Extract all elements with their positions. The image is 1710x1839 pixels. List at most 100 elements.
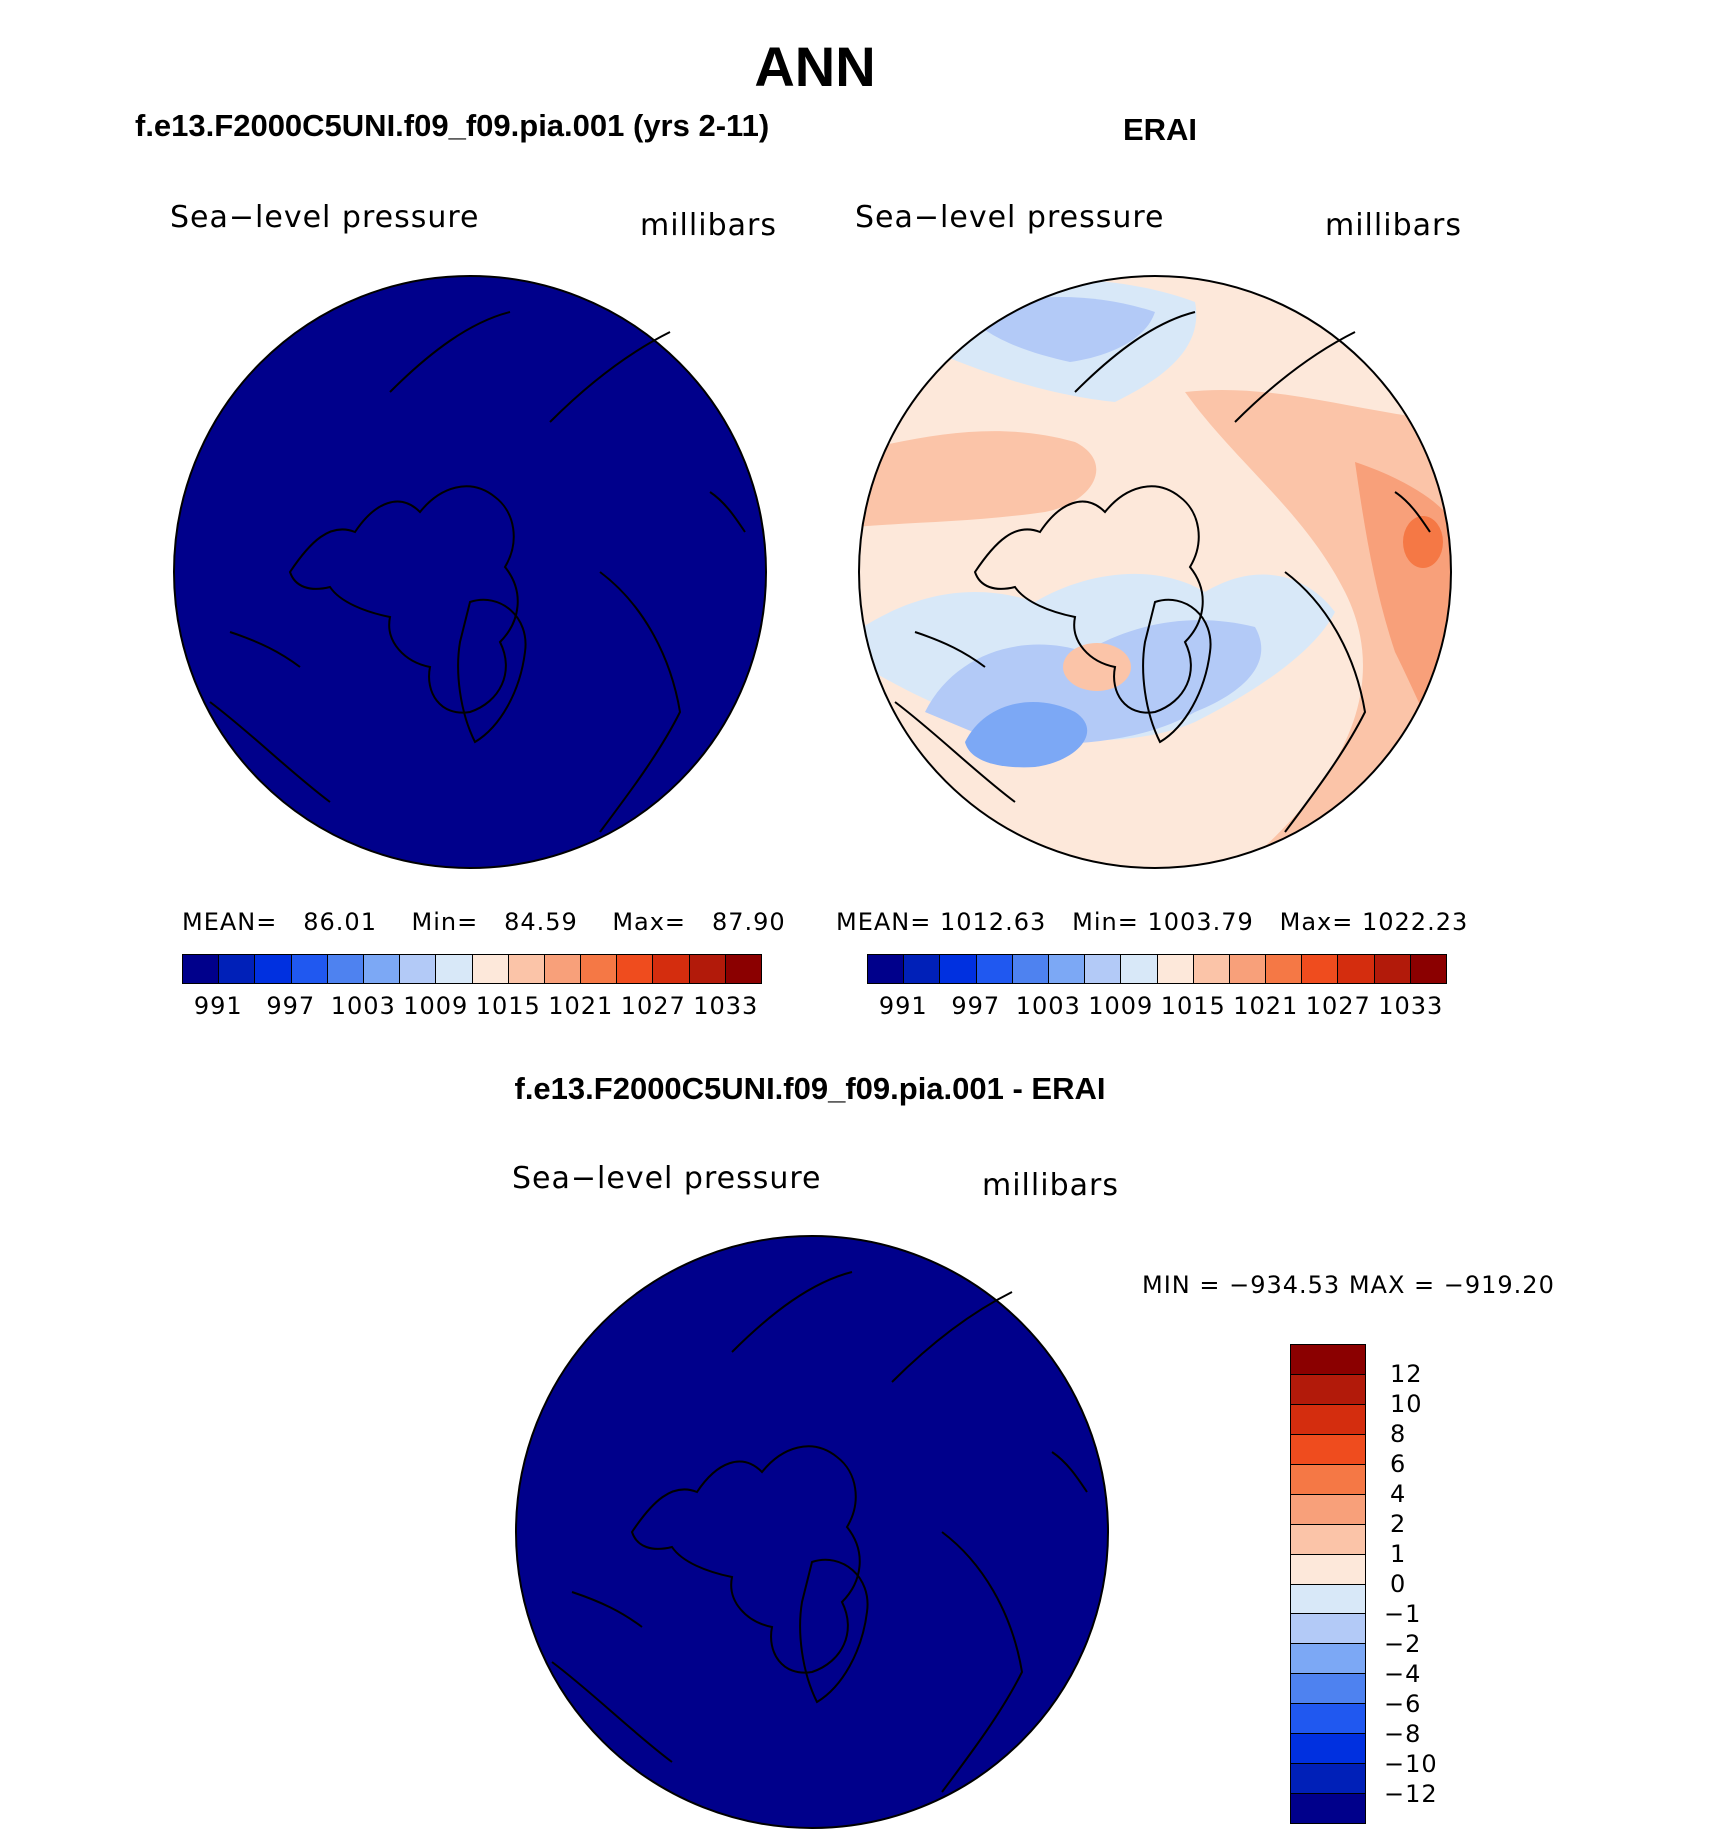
colorbar-swatch	[1291, 1434, 1365, 1465]
colorbar-swatch	[1157, 955, 1194, 983]
colorbar-swatch	[1291, 1345, 1365, 1375]
colorbar-swatch	[1048, 955, 1086, 983]
colorbar-swatch	[1291, 1614, 1365, 1645]
obs-max-value: 1022.23	[1362, 908, 1469, 936]
colorbar-tick-label: −12	[1384, 1780, 1438, 1808]
colorbar-tick-label: −6	[1384, 1690, 1422, 1718]
colorbar-tick-label: −4	[1384, 1660, 1422, 1688]
colorbar-tick-label: −8	[1384, 1720, 1422, 1748]
colorbar-swatch	[904, 955, 941, 983]
diff-colorbar	[1290, 1344, 1366, 1824]
colorbar-tick-label: 1021	[1233, 992, 1299, 1020]
obs-mean-label: MEAN=	[836, 908, 932, 936]
colorbar-swatch	[1291, 1584, 1365, 1615]
colorbar-tick-label: 1033	[693, 992, 759, 1020]
obs-min-value: 1003.79	[1147, 908, 1254, 936]
colorbar-swatch	[1291, 1494, 1365, 1525]
colorbar-swatch	[436, 955, 473, 983]
obs-min-label: Min=	[1072, 908, 1139, 936]
model-mean-label: MEAN=	[182, 908, 278, 936]
colorbar-swatch	[1291, 1404, 1365, 1435]
model-stats: MEAN= 86.01 Min= 84.59 Max= 87.90	[182, 908, 786, 936]
colorbar-swatch	[472, 955, 509, 983]
colorbar-tick-label: 1003	[1015, 992, 1081, 1020]
colorbar-swatch	[1266, 955, 1303, 983]
colorbar-tick-label: −10	[1384, 1750, 1438, 1778]
colorbar-tick-label: −2	[1384, 1630, 1422, 1658]
colorbar-tick-label: 1015	[1160, 992, 1226, 1020]
diff-coastlines	[551, 1271, 1088, 1793]
colorbar-swatch	[1302, 955, 1339, 983]
colorbar-tick-label: 12	[1390, 1360, 1423, 1388]
colorbar-tick-label: 1009	[403, 992, 469, 1020]
diff-map	[515, 1235, 1109, 1829]
colorbar-swatch	[1193, 955, 1230, 983]
model-panel-title: f.e13.F2000C5UNI.f09_f09.pia.001 (yrs 2-…	[135, 108, 770, 143]
colorbar-swatch	[1291, 1674, 1365, 1705]
model-colorbar-labels: 991 997 1003 1009 1015 1021 1027 1033	[182, 992, 762, 1022]
obs-mean-value: 1012.63	[940, 908, 1047, 936]
colorbar-swatch	[689, 955, 726, 983]
colorbar-swatch	[1291, 1764, 1365, 1795]
obs-units-label: millibars	[1325, 208, 1462, 243]
colorbar-tick-label: 10	[1390, 1390, 1423, 1418]
colorbar-tick-label: 1003	[330, 992, 396, 1020]
colorbar-tick-label: 0	[1390, 1570, 1407, 1598]
colorbar-tick-label: 1	[1390, 1540, 1407, 1568]
model-field-disc	[173, 275, 767, 869]
colorbar-swatch	[1410, 955, 1446, 983]
diff-units-label: millibars	[982, 1168, 1119, 1203]
colorbar-tick-label: 6	[1390, 1450, 1407, 1478]
model-max-value: 87.90	[711, 908, 786, 936]
diff-variable-label: Sea−level pressure	[512, 1161, 822, 1196]
obs-map-border	[858, 275, 1452, 869]
model-mean-value: 86.01	[303, 908, 377, 936]
colorbar-swatch	[1291, 1704, 1365, 1735]
colorbar-swatch	[400, 955, 437, 983]
colorbar-swatch	[1374, 955, 1411, 983]
obs-coastlines	[894, 311, 1431, 833]
colorbar-tick-label: 1009	[1088, 992, 1154, 1020]
colorbar-tick-label: 991	[193, 992, 243, 1020]
obs-variable-label: Sea−level pressure	[855, 200, 1165, 235]
colorbar-swatch	[1291, 1374, 1365, 1405]
colorbar-swatch	[1291, 1644, 1365, 1675]
colorbar-swatch	[940, 955, 977, 983]
colorbar-swatch	[1291, 1554, 1365, 1585]
obs-map	[858, 275, 1452, 869]
diff-panel-title: f.e13.F2000C5UNI.f09_f09.pia.001 - ERAI	[514, 1071, 1106, 1106]
colorbar-swatch	[544, 955, 582, 983]
colorbar-swatch	[255, 955, 292, 983]
colorbar-swatch	[1121, 955, 1158, 983]
obs-colorbar-labels: 991 997 1003 1009 1015 1021 1027 1033	[867, 992, 1447, 1022]
colorbar-tick-label: 4	[1390, 1480, 1407, 1508]
model-coastlines	[209, 311, 746, 833]
colorbar-tick-label: 997	[266, 992, 316, 1020]
colorbar-swatch	[581, 955, 618, 983]
colorbar-tick-label: 1027	[620, 992, 686, 1020]
diff-field-disc	[515, 1235, 1109, 1829]
colorbar-swatch	[219, 955, 256, 983]
diff-colorbar-labels: 12 10 8 6 4 2 1 0 −1 −2 −4 −6 −8 −10 −12	[1384, 1344, 1464, 1824]
model-max-label: Max=	[612, 908, 687, 936]
obs-stats: MEAN= 1012.63 Min= 1003.79 Max= 1022.23	[836, 908, 1468, 936]
model-units-label: millibars	[640, 208, 777, 243]
colorbar-swatch	[868, 955, 905, 983]
model-min-value: 84.59	[504, 908, 578, 936]
colorbar-swatch	[508, 955, 545, 983]
colorbar-swatch	[327, 955, 364, 983]
colorbar-swatch	[1085, 955, 1122, 983]
obs-panel-title: ERAI	[1122, 112, 1198, 147]
colorbar-swatch	[1291, 1794, 1365, 1823]
colorbar-tick-label: 1033	[1378, 992, 1444, 1020]
colorbar-tick-label: 997	[951, 992, 1001, 1020]
colorbar-swatch	[1291, 1524, 1365, 1555]
colorbar-swatch	[1291, 1734, 1365, 1765]
colorbar-swatch	[291, 955, 328, 983]
colorbar-swatch	[1338, 955, 1375, 983]
colorbar-swatch	[617, 955, 654, 983]
figure-title: ANN	[754, 35, 876, 98]
model-variable-label: Sea−level pressure	[170, 200, 480, 235]
colorbar-tick-label: 1027	[1305, 992, 1371, 1020]
colorbar-tick-label: 2	[1390, 1510, 1407, 1538]
